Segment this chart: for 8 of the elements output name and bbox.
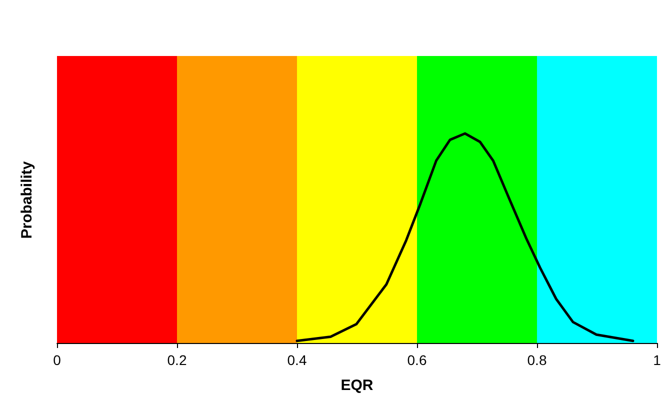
x-tick-label: 0.6 — [407, 352, 427, 368]
x-tick-label: 0.4 — [287, 352, 307, 368]
x-tick-label: 0 — [53, 352, 62, 368]
x-tick-label: 1 — [653, 352, 662, 368]
x-tick-label: 0.2 — [167, 352, 187, 368]
x-tick-label: 0.8 — [527, 352, 547, 368]
x-axis-title: EQR — [340, 377, 374, 394]
y-axis-title: Probability — [18, 160, 36, 239]
